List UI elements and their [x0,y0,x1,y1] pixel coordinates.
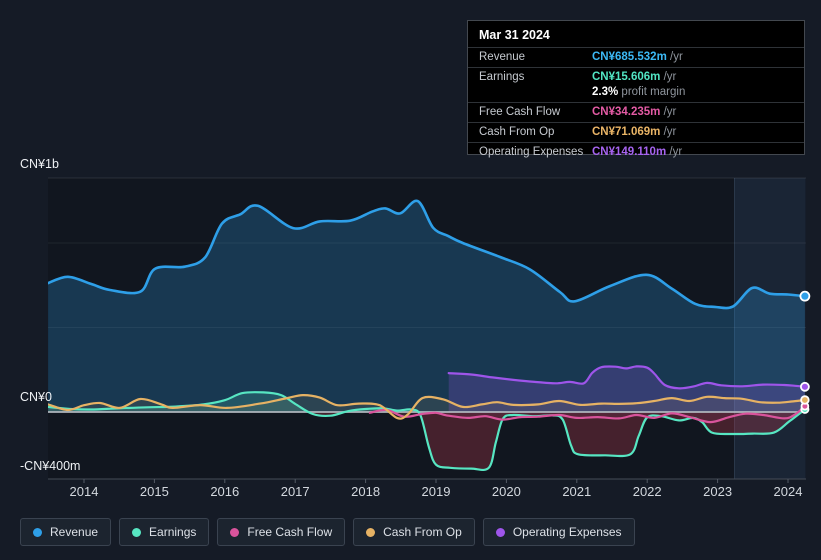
x-axis-label: 2020 [491,484,521,499]
tooltip-label: Cash From Op [479,126,555,138]
legend-item-revenue[interactable]: Revenue [20,518,112,546]
profit-margin-text: profit margin [621,86,686,98]
opex-area [448,366,805,412]
tooltip-value: CN¥71.069m [592,126,661,138]
cashop-area [48,395,805,419]
tooltip-label: Free Cash Flow [479,106,561,118]
legend-label: Free Cash Flow [247,525,333,539]
fcf-dot-icon [230,527,240,537]
x-axis-label: 2015 [139,484,169,499]
legend-label: Cash From Op [383,525,462,539]
opex-end-marker [799,381,810,392]
tooltip-label: Operating Expenses [479,146,584,158]
tooltip-row-revenue: Revenue CN¥685.532m /yr [468,47,804,67]
tooltip-value: CN¥149.110m [592,146,667,158]
fcf-line [368,405,806,424]
opex-line [447,365,806,390]
tooltip-value: CN¥15.606m [592,71,661,83]
earnings-dot-icon [132,527,142,537]
x-axis-label: 2018 [351,484,381,499]
revenue-line [48,199,806,310]
tooltip-row-operating-expenses: Operating Expenses CN¥149.110m /yr [468,142,804,162]
plot-background [48,178,806,479]
current-period-highlight [734,178,806,479]
legend-item-cashop[interactable]: Cash From Op [353,518,475,546]
legend-item-opex[interactable]: Operating Expenses [482,518,635,546]
tooltip-suffix: /yr [669,146,683,158]
earnings-line [48,391,806,472]
chart-tooltip: Mar 31 2024 Revenue CN¥685.532m /yr Earn… [467,20,805,158]
tooltip-suffix: /yr [663,71,677,83]
chart-legend: Revenue Earnings Free Cash Flow Cash From O… [20,518,643,546]
cashop-dot-icon [366,527,376,537]
legend-label: Earnings [149,525,197,539]
x-axis-label: 2017 [280,484,310,499]
y-axis-label: -CN¥400m [20,459,81,473]
tooltip-value: CN¥34.235m [592,106,661,118]
legend-item-earnings[interactable]: Earnings [119,518,210,546]
tooltip-suffix: /yr [670,51,683,63]
x-axis-label: 2021 [562,484,592,499]
legend-label: Operating Expenses [512,525,622,539]
tooltip-row-earnings: Earnings CN¥15.606m /yr 2.3% profit marg… [468,67,804,102]
x-axis-label: 2014 [69,484,99,499]
revenue-area [48,200,805,412]
legend-item-fcf[interactable]: Free Cash Flow [217,518,346,546]
profit-margin-line: 2.3% profit margin [592,85,793,100]
tooltip-suffix: /yr [663,126,677,138]
tooltip-date: Mar 31 2024 [479,28,550,42]
tooltip-row-cash-from-op: Cash From Op CN¥71.069m /yr [468,122,804,142]
cashop-end-marker [800,395,810,405]
x-axis-label: 2023 [703,484,733,499]
profit-margin-value: 2.3% [592,86,619,98]
cashop-line [48,393,806,420]
tooltip-label: Earnings [479,71,525,83]
tooltip-row-free-cash-flow: Free Cash Flow CN¥34.235m /yr [468,102,804,122]
revenue-end-marker [799,290,811,302]
y-axis-label: CN¥1b [20,157,59,171]
revenue-dot-icon [33,527,42,537]
tooltip-label: Revenue [479,51,526,63]
x-axis-label: 2022 [632,484,662,499]
x-axis-label: 2016 [210,484,240,499]
opex-dot-icon [495,527,505,537]
tooltip-suffix: /yr [663,106,677,118]
tooltip-value: CN¥685.532m [592,51,667,63]
legend-label: Revenue [50,525,99,539]
y-axis-label: CN¥0 [20,390,52,404]
x-axis-label: 2019 [421,484,451,499]
x-axis-label: 2024 [773,484,803,499]
